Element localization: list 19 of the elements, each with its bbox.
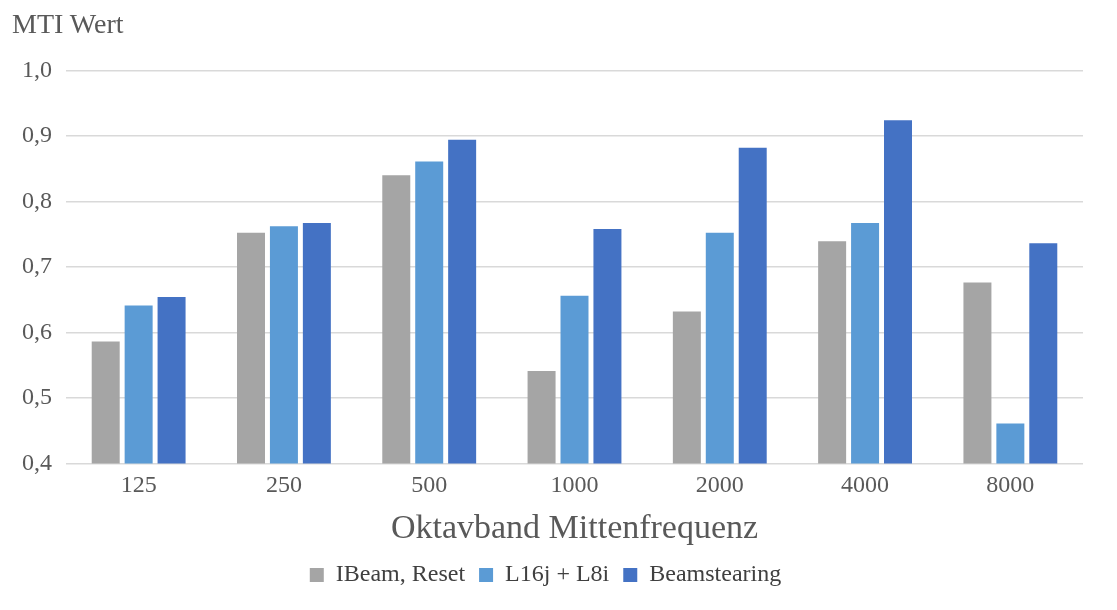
x-tick-label: 8000 (986, 471, 1035, 498)
x-tick-label: 4000 (841, 471, 890, 498)
y-tick-label: 0,6 (22, 317, 52, 344)
x-tick-label: 1000 (550, 471, 599, 498)
legend-label: L16j + L8i (505, 560, 610, 587)
y-tick-label: 0,8 (22, 186, 52, 213)
x-tick-label: 2000 (695, 471, 744, 498)
y-tick-label: 0,7 (22, 252, 52, 279)
y-tick-label: 0,5 (22, 383, 52, 410)
x-axis-title: Oktavband Mittenfrequenz (390, 507, 759, 545)
y-tick-label: 0,4 (22, 448, 52, 475)
legend-label: IBeam, Reset (335, 560, 466, 587)
x-tick-label: 125 (120, 471, 157, 498)
x-tick-label: 500 (411, 471, 448, 498)
legend-label: Beamstearing (649, 560, 782, 587)
x-tick-label: 250 (265, 471, 302, 498)
y-tick-label: 0,9 (22, 121, 52, 148)
y-tick-label: 1,0 (22, 55, 52, 82)
y-axis-title: MTI Wert (11, 8, 125, 41)
